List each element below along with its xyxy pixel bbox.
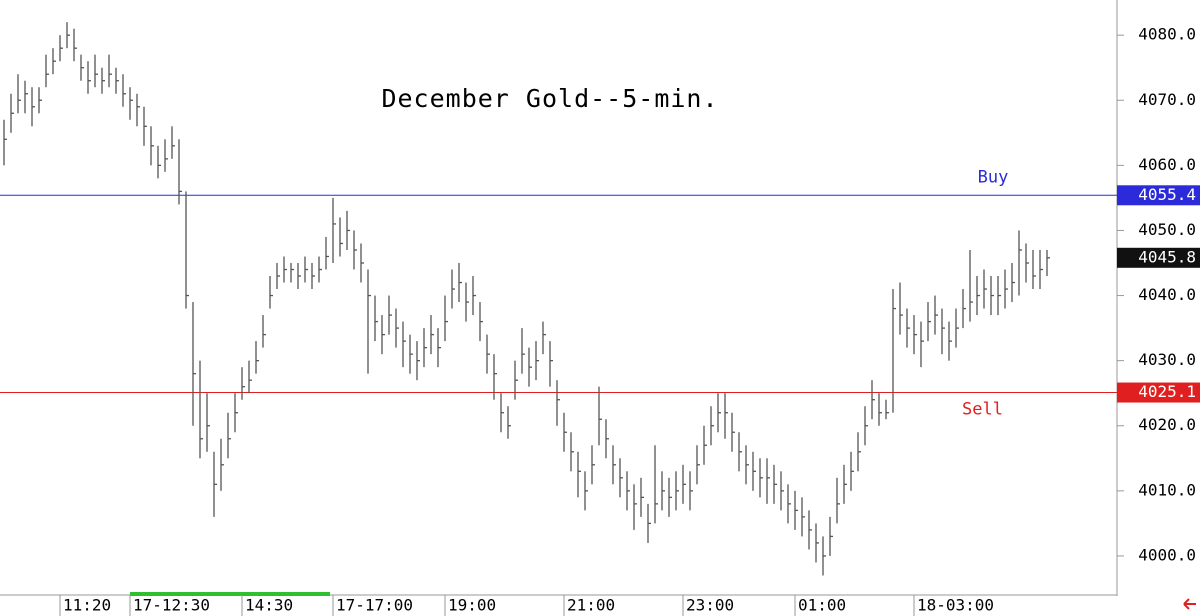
price-box-label: 4025.1 (1138, 382, 1196, 401)
x-tick-label: 21:00 (567, 596, 615, 615)
y-tick-label: 4070.0 (1138, 90, 1196, 109)
last-price-label: 4045.8 (1138, 247, 1196, 266)
level-name: Sell (962, 400, 1003, 420)
x-tick-label: 14:30 (245, 596, 293, 615)
y-tick-label: 4020.0 (1138, 415, 1196, 434)
x-tick-label: 19:00 (448, 596, 496, 615)
y-tick-label: 4040.0 (1138, 285, 1196, 304)
y-tick-label: 4000.0 (1138, 545, 1196, 564)
x-tick-label: 23:00 (686, 596, 734, 615)
y-tick-label: 4060.0 (1138, 155, 1196, 174)
x-tick-label: 17-12:30 (133, 596, 210, 615)
x-tick-label: 11:20 (63, 596, 111, 615)
price-box-label: 4055.4 (1138, 185, 1196, 204)
y-tick-label: 4030.0 (1138, 350, 1196, 369)
scroll-arrow[interactable] (1183, 598, 1196, 610)
y-tick-label: 4080.0 (1138, 25, 1196, 44)
x-tick-label: 01:00 (798, 596, 846, 615)
x-tick-label: 17-17:00 (336, 596, 413, 615)
y-tick-label: 4010.0 (1138, 480, 1196, 499)
price-box (1117, 382, 1200, 403)
price-box (1117, 185, 1200, 206)
level-name: Buy (978, 167, 1009, 187)
last-price-box (1117, 247, 1200, 268)
session-bar (130, 592, 330, 596)
chart-title: December Gold--5-min. (381, 84, 718, 113)
x-tick-label: 18-03:00 (917, 596, 994, 615)
y-tick-label: 4050.0 (1138, 220, 1196, 239)
